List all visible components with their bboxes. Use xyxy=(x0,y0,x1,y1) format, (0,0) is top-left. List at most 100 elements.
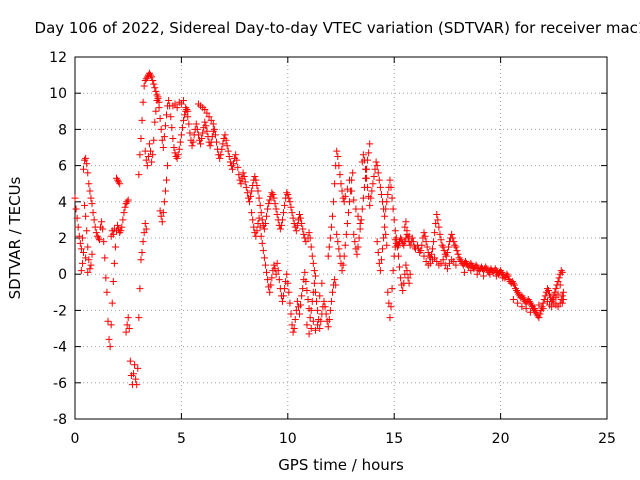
data-point xyxy=(328,288,336,296)
data-point xyxy=(86,265,94,273)
data-point xyxy=(514,288,522,296)
data-point xyxy=(482,263,490,271)
data-point xyxy=(228,165,236,173)
data-point xyxy=(405,279,413,287)
data-point xyxy=(452,261,460,269)
data-point xyxy=(138,248,146,256)
data-point xyxy=(374,169,382,177)
data-point xyxy=(180,96,188,104)
data-point xyxy=(181,111,189,119)
data-point xyxy=(435,223,443,231)
data-point xyxy=(260,254,268,262)
data-point xyxy=(237,180,245,188)
data-point xyxy=(354,212,362,220)
data-point xyxy=(151,84,159,92)
data-point xyxy=(299,225,307,233)
data-point xyxy=(320,297,328,305)
data-point xyxy=(142,75,150,83)
data-point xyxy=(391,236,399,244)
data-point xyxy=(291,315,299,323)
data-point xyxy=(543,285,551,293)
data-point xyxy=(158,218,166,226)
data-point xyxy=(83,160,91,168)
data-point xyxy=(280,292,288,300)
y-tick-label: 4 xyxy=(58,195,67,211)
data-point xyxy=(325,243,333,251)
data-point xyxy=(163,176,171,184)
data-point xyxy=(240,172,248,180)
data-point xyxy=(255,194,263,202)
data-point xyxy=(120,209,128,217)
data-point xyxy=(122,200,130,208)
data-point xyxy=(83,227,91,235)
x-tick-label: 10 xyxy=(279,431,297,447)
data-point xyxy=(177,100,185,108)
data-point xyxy=(77,245,85,253)
data-point xyxy=(232,151,240,159)
data-point xyxy=(157,212,165,220)
data-point xyxy=(349,169,357,177)
data-point xyxy=(394,252,402,260)
data-point xyxy=(211,131,219,139)
data-point xyxy=(261,220,269,228)
data-point xyxy=(318,279,326,287)
data-point xyxy=(131,361,139,369)
y-tick-label: -6 xyxy=(53,376,67,392)
data-point xyxy=(505,276,513,284)
data-point xyxy=(142,156,150,164)
data-point xyxy=(480,272,488,280)
data-point xyxy=(199,129,207,137)
data-point xyxy=(209,120,217,128)
data-point xyxy=(157,125,165,133)
data-point xyxy=(535,314,543,322)
data-point xyxy=(242,183,250,191)
data-point xyxy=(423,243,431,251)
data-point xyxy=(216,154,224,162)
data-point xyxy=(328,212,336,220)
data-point xyxy=(438,241,446,249)
data-point xyxy=(115,178,123,186)
data-point xyxy=(251,172,259,180)
data-point xyxy=(108,299,116,307)
data-point xyxy=(548,303,556,311)
data-point xyxy=(524,296,532,304)
data-point xyxy=(86,187,94,195)
data-point xyxy=(258,239,266,247)
data-point xyxy=(266,196,274,204)
x-tick-label: 0 xyxy=(71,431,80,447)
data-point xyxy=(219,140,227,148)
data-point xyxy=(513,286,521,294)
data-point xyxy=(272,205,280,213)
data-point xyxy=(110,225,118,233)
data-point xyxy=(155,104,163,112)
data-point xyxy=(296,310,304,318)
data-point xyxy=(351,238,359,246)
data-point xyxy=(225,153,233,161)
data-point xyxy=(503,270,511,278)
data-point xyxy=(358,205,366,213)
data-point xyxy=(455,254,463,262)
data-point xyxy=(448,230,456,238)
data-point xyxy=(154,93,162,101)
data-point xyxy=(370,172,378,180)
data-point xyxy=(422,238,430,246)
data-point xyxy=(290,325,298,332)
data-point xyxy=(202,122,210,130)
data-point xyxy=(383,241,391,249)
data-point xyxy=(137,134,145,142)
data-point xyxy=(76,239,84,247)
data-point xyxy=(98,218,106,226)
data-point xyxy=(122,328,130,336)
data-point xyxy=(74,223,82,231)
data-point xyxy=(388,194,396,202)
data-point xyxy=(275,276,283,284)
data-point xyxy=(366,201,374,209)
data-point xyxy=(248,187,256,195)
data-point xyxy=(201,118,209,126)
data-point xyxy=(311,288,319,296)
data-point xyxy=(296,210,304,218)
data-point xyxy=(501,274,509,282)
data-point xyxy=(136,285,144,293)
data-point xyxy=(402,218,410,226)
data-point xyxy=(307,306,315,314)
